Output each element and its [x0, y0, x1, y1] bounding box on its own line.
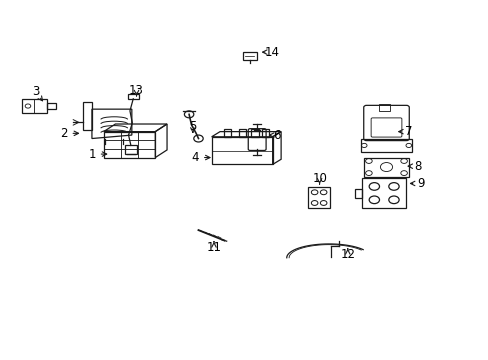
Bar: [127, 94, 139, 99]
Text: 5: 5: [189, 120, 196, 133]
Bar: [361, 178, 406, 208]
Text: 2: 2: [60, 127, 67, 140]
Text: 6: 6: [273, 129, 281, 141]
Bar: [211, 137, 272, 165]
Bar: [360, 139, 411, 152]
Bar: [21, 99, 47, 113]
Text: 7: 7: [404, 125, 412, 138]
Bar: [242, 52, 256, 60]
Bar: [354, 189, 361, 198]
Text: 13: 13: [129, 84, 143, 96]
Text: 14: 14: [264, 46, 280, 59]
Text: 10: 10: [311, 172, 326, 185]
Text: 8: 8: [414, 160, 421, 173]
Bar: [125, 145, 136, 154]
Text: 12: 12: [340, 248, 355, 261]
Text: 3: 3: [32, 85, 39, 98]
Bar: [307, 187, 330, 208]
Bar: [378, 104, 390, 111]
Text: 11: 11: [206, 241, 221, 254]
Bar: [364, 158, 408, 176]
Text: 9: 9: [416, 177, 424, 190]
Text: 1: 1: [88, 148, 96, 161]
Text: 4: 4: [191, 151, 199, 164]
